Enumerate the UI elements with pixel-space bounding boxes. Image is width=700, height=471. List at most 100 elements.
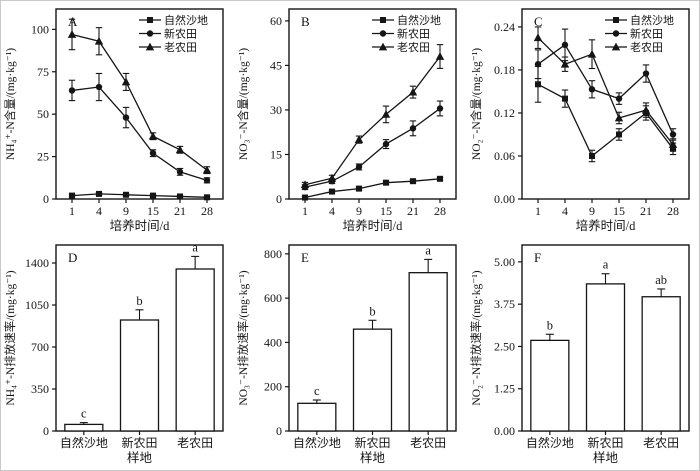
series-line: [71, 193, 208, 198]
series-新农田: [301, 100, 444, 191]
y-tick-label: 2.50: [494, 339, 515, 353]
series-line: [71, 33, 208, 171]
triangle-marker: [560, 59, 570, 68]
legend-label: 新农田: [164, 27, 197, 41]
y-tick-label: 400: [264, 335, 282, 349]
bar-group-新农田: b: [352, 304, 393, 432]
square-marker: [410, 178, 416, 185]
panel-e-chart: 0 200 400 600 800 自然沙地 新农田 老农田 NO₃⁻-N排放速率/(mg·kg…: [236, 243, 457, 465]
x-tick-label: 1: [69, 204, 75, 218]
x-tick-label: 4: [329, 204, 335, 218]
triangle-marker: [148, 131, 158, 140]
bar: [641, 296, 681, 432]
square-marker: [329, 188, 335, 195]
circle-marker: [203, 177, 211, 184]
legend-circle-marker: [612, 30, 620, 37]
panel-b-chart: 0 15 30 45 60 1 4 9 15 21 28 NO₃⁻-N含量/(mg·kg⁻¹) 培养时间…: [236, 8, 457, 233]
y-tick-label: 200: [264, 380, 282, 394]
circle-marker: [68, 87, 76, 94]
y-tick-label: 75: [37, 65, 49, 79]
triangle-marker: [641, 105, 651, 114]
circle-marker: [615, 95, 623, 102]
x-tick-label: 1: [535, 204, 541, 218]
legend-circle-marker: [146, 30, 154, 37]
y-tick-label: 60: [270, 14, 282, 28]
bar: [64, 423, 104, 432]
circle-marker: [122, 114, 130, 121]
x-tick-label: 新农田: [354, 435, 390, 450]
series-老农田: [67, 18, 212, 175]
y-tick-label: 15: [270, 147, 282, 161]
circle-marker: [409, 125, 417, 132]
triangle-marker: [67, 30, 77, 38]
bar: [119, 319, 160, 432]
x-tick-label: 9: [123, 204, 129, 218]
legend-label: 老农田: [397, 40, 430, 54]
square-marker: [589, 152, 595, 159]
panel-e: 0 200 400 600 800 自然沙地 新农田 老农田 NO₃⁻-N排放速率/(mg·kg…: [234, 235, 467, 469]
panel-letter: E: [301, 250, 309, 265]
x-tick-label: 28: [201, 204, 213, 218]
y-tick-label: 1.25: [494, 382, 515, 396]
plot-box: [288, 8, 457, 200]
series-line: [304, 56, 441, 186]
y-axis-title: NH₄⁺-N含量/(mg·kg⁻¹): [3, 48, 17, 160]
series-line: [304, 107, 441, 188]
triangle-marker: [533, 33, 543, 42]
x-axis-title: 样地: [127, 450, 153, 465]
triangle-marker: [121, 77, 131, 86]
circle-marker: [176, 168, 184, 176]
series-line: [537, 83, 674, 158]
series-老农田: [300, 44, 445, 189]
y-tick-label: 100: [31, 22, 49, 36]
y-tick-label: 0.00: [494, 424, 515, 438]
bar-group-新农田: b: [119, 294, 160, 432]
triangle-marker: [175, 145, 185, 154]
series-新农田: [68, 72, 211, 184]
bar: [297, 402, 337, 432]
y-tick-label: 0: [43, 192, 49, 206]
y-tick-label: 30: [270, 103, 282, 117]
sig-letter: c: [314, 384, 320, 398]
bar: [352, 328, 393, 432]
x-tick-label: 15: [380, 204, 392, 218]
figure-bottom-row: 0 350 700 1050 1400 自然沙地 新农田 老农田 NH₄⁺-N排放速率/(mg·…: [1, 235, 699, 469]
square-marker: [356, 185, 362, 192]
x-tick-label: 老农田: [410, 436, 446, 450]
legend-label: 自然沙地: [397, 13, 441, 27]
x-axis-title: 样地: [360, 450, 386, 465]
legend-square-marker: [380, 17, 386, 23]
y-axis-title: NO₂⁻-N排放速率/(mg·kg⁻¹): [469, 270, 483, 405]
sig-letter: b: [369, 304, 375, 318]
panel-c-chart: 0.00 0.06 0.12 0.18 0.24 1 4 9 15 21 28 NO₂⁻-N含量/(m…: [469, 8, 690, 233]
legend-square-marker: [147, 17, 153, 23]
y-axis-title: NO₃⁻-N排放速率/(mg·kg⁻¹): [236, 270, 250, 405]
sig-letter: b: [136, 294, 142, 308]
panel-a-chart: 0 25 50 75 100 1 4 9 15 21 28 NH₄⁺-N含量/(mg·kg⁻¹) 培养时…: [3, 8, 224, 233]
square-marker: [383, 179, 389, 186]
x-tick-label: 21: [640, 204, 652, 218]
square-marker: [96, 190, 102, 197]
bar-group-自然沙地: b: [530, 318, 570, 432]
legend-triangle-marker: [378, 42, 388, 51]
panel-letter: C: [534, 14, 543, 29]
x-tick-label: 自然沙地: [526, 435, 574, 450]
x-tick-label: 自然沙地: [60, 435, 108, 450]
y-tick-label: 0.00: [494, 192, 515, 206]
figure-top-row: 0 25 50 75 100 1 4 9 15 21 28 NH₄⁺-N含量/(mg·kg⁻¹) 培养时…: [1, 1, 699, 235]
panel-f: 0.00 1.25 2.50 3.75 5.00 自然沙地 新农田 老农田 NO₂⁻-N排放速率…: [467, 235, 699, 469]
square-marker: [69, 192, 75, 199]
series-自然沙地: [301, 175, 444, 201]
legend-label: 老农田: [630, 40, 663, 54]
circle-marker: [382, 140, 390, 148]
y-tick-label: 45: [270, 58, 282, 72]
x-tick-label: 4: [96, 204, 102, 218]
x-tick-label: 新农田: [121, 435, 157, 450]
bar: [585, 283, 626, 432]
triangle-marker: [614, 113, 624, 122]
sig-letter: b: [547, 318, 553, 332]
panel-a: 0 25 50 75 100 1 4 9 15 21 28 NH₄⁺-N含量/(mg·kg⁻¹) 培养时…: [1, 1, 234, 235]
